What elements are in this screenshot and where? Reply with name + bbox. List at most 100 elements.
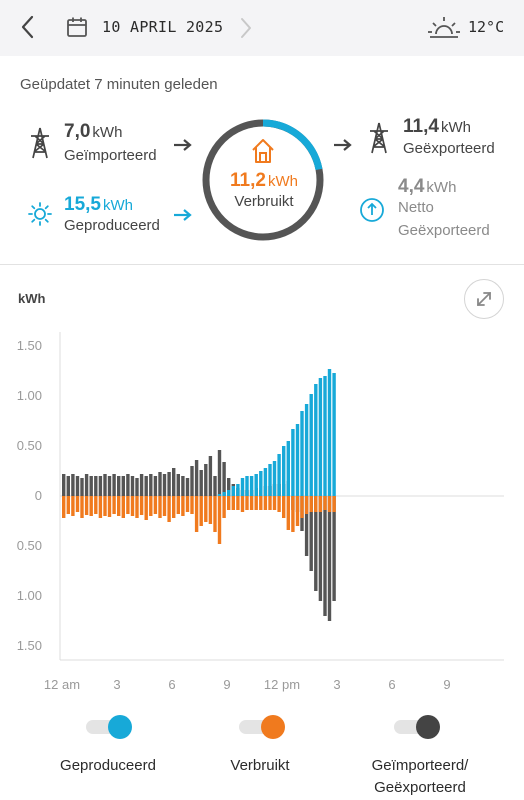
y-tick-label: 0.50 <box>16 538 42 553</box>
date-label[interactable]: 10 APRIL 2025 <box>102 18 224 36</box>
consumed-bar <box>291 496 295 532</box>
next-chevron-icon[interactable] <box>234 13 258 43</box>
consumed-bar <box>245 496 249 510</box>
expand-button[interactable] <box>464 279 504 319</box>
grid-bar <box>217 450 222 496</box>
consumed-bar <box>84 496 89 515</box>
produced-bar <box>291 429 295 496</box>
grid-bar <box>185 478 190 496</box>
legend-label-grid-line2: Geëxporteerd <box>374 779 466 796</box>
legend-toggle-grid[interactable] <box>392 713 442 746</box>
imported-number: 7,0 <box>64 121 91 142</box>
produced-bar <box>263 468 268 496</box>
updated-text: Geüpdatet 7 minuten geleden <box>20 76 218 93</box>
arrow-right-icon <box>173 138 193 157</box>
grid-bar <box>135 478 139 496</box>
consumed-bar <box>272 496 277 510</box>
grid-bar <box>89 476 93 496</box>
grid-bar <box>66 476 70 496</box>
consumed-bar <box>323 496 327 510</box>
y-tick-label: 1.00 <box>16 588 42 603</box>
consumed-bar <box>199 496 203 526</box>
arrow-up-circle-icon <box>359 197 385 228</box>
consumed-bar <box>318 496 323 512</box>
consumed-unit: kWh <box>267 173 298 190</box>
grid-bar <box>162 474 167 496</box>
imported-label: Geïmporteerd <box>64 147 157 164</box>
y-tick-label: 1.50 <box>16 638 42 653</box>
consumed-bar <box>162 496 167 516</box>
pylon-icon <box>28 126 52 165</box>
consumed-bar <box>231 496 235 510</box>
grid-bar <box>126 474 130 496</box>
grid-bar <box>117 476 121 496</box>
consumed-bar <box>217 496 222 544</box>
chart-ylabel: kWh <box>18 291 46 306</box>
consumed-bar <box>268 496 272 510</box>
consumed-bar <box>304 496 309 514</box>
produced-bar <box>286 441 290 496</box>
grid-bar <box>75 476 80 496</box>
consumed-bar <box>204 496 208 522</box>
grid-bar <box>204 464 208 496</box>
grid-bar <box>222 462 226 496</box>
arrow-right-icon <box>173 208 193 227</box>
consumed-bar <box>98 496 103 518</box>
grid-bar <box>176 474 180 496</box>
consumed-bar <box>194 496 199 532</box>
grid-bar <box>227 478 231 496</box>
produced-number: 15,5 <box>64 194 101 215</box>
grid-bar <box>107 476 112 496</box>
grid-bar <box>314 496 318 591</box>
y-tick-label: 0.50 <box>16 438 42 453</box>
pylon-icon <box>367 121 391 160</box>
consumed-bar <box>222 496 226 518</box>
consumed-bar <box>249 496 254 510</box>
produced-value: 15,5 kWh <box>64 194 133 216</box>
consumed-bar <box>208 496 213 524</box>
exported-label: Geëxporteerd <box>403 140 495 157</box>
calendar-icon[interactable] <box>66 16 88 38</box>
consumed-bar <box>62 496 66 518</box>
grid-bar <box>190 466 194 496</box>
consumed-bar <box>89 496 93 516</box>
house-icon <box>250 137 276 170</box>
back-chevron-icon[interactable] <box>14 12 42 42</box>
consumed-bar <box>314 496 318 512</box>
exported-number: 11,4 <box>403 116 439 137</box>
y-tick-label: 1.50 <box>16 338 42 353</box>
legend-toggle-produced[interactable] <box>84 713 134 746</box>
grid-bar <box>304 496 309 556</box>
net-number: 4,4 <box>398 176 425 197</box>
consumed-bar <box>286 496 290 530</box>
grid-bar <box>98 476 103 496</box>
produced-bar <box>254 474 258 496</box>
legend-label-grid-line1: Geïmporteerd/ <box>371 757 469 774</box>
grid-bar <box>139 474 144 496</box>
grid-bar <box>130 476 135 496</box>
consumed-bar <box>263 496 268 510</box>
produced-bar <box>222 492 226 496</box>
grid-bar <box>121 476 125 496</box>
consumed-bar <box>332 496 336 512</box>
consumed-value: 11,2 kWh <box>224 170 304 192</box>
grid-bar <box>181 476 185 496</box>
consumed-label: Verbruikt <box>234 193 294 210</box>
x-tick-label: 6 <box>168 677 176 692</box>
produced-bar <box>240 478 245 496</box>
grid-bar <box>158 472 162 496</box>
grid-bar <box>208 456 213 496</box>
net-unit: kWh <box>426 179 457 196</box>
net-value: 4,4 kWh <box>398 176 456 198</box>
temperature-label: 12°C <box>468 18 505 36</box>
produced-bar <box>323 376 327 496</box>
consumed-bar <box>153 496 158 514</box>
grid-bar <box>199 470 203 496</box>
sun-icon <box>28 202 52 231</box>
produced-bar <box>259 471 263 496</box>
consumed-bar <box>135 496 139 518</box>
consumed-bar <box>295 496 300 526</box>
legend-toggle-consumed[interactable] <box>237 713 287 746</box>
consumed-bar <box>236 496 240 510</box>
produced-bar <box>300 411 304 496</box>
